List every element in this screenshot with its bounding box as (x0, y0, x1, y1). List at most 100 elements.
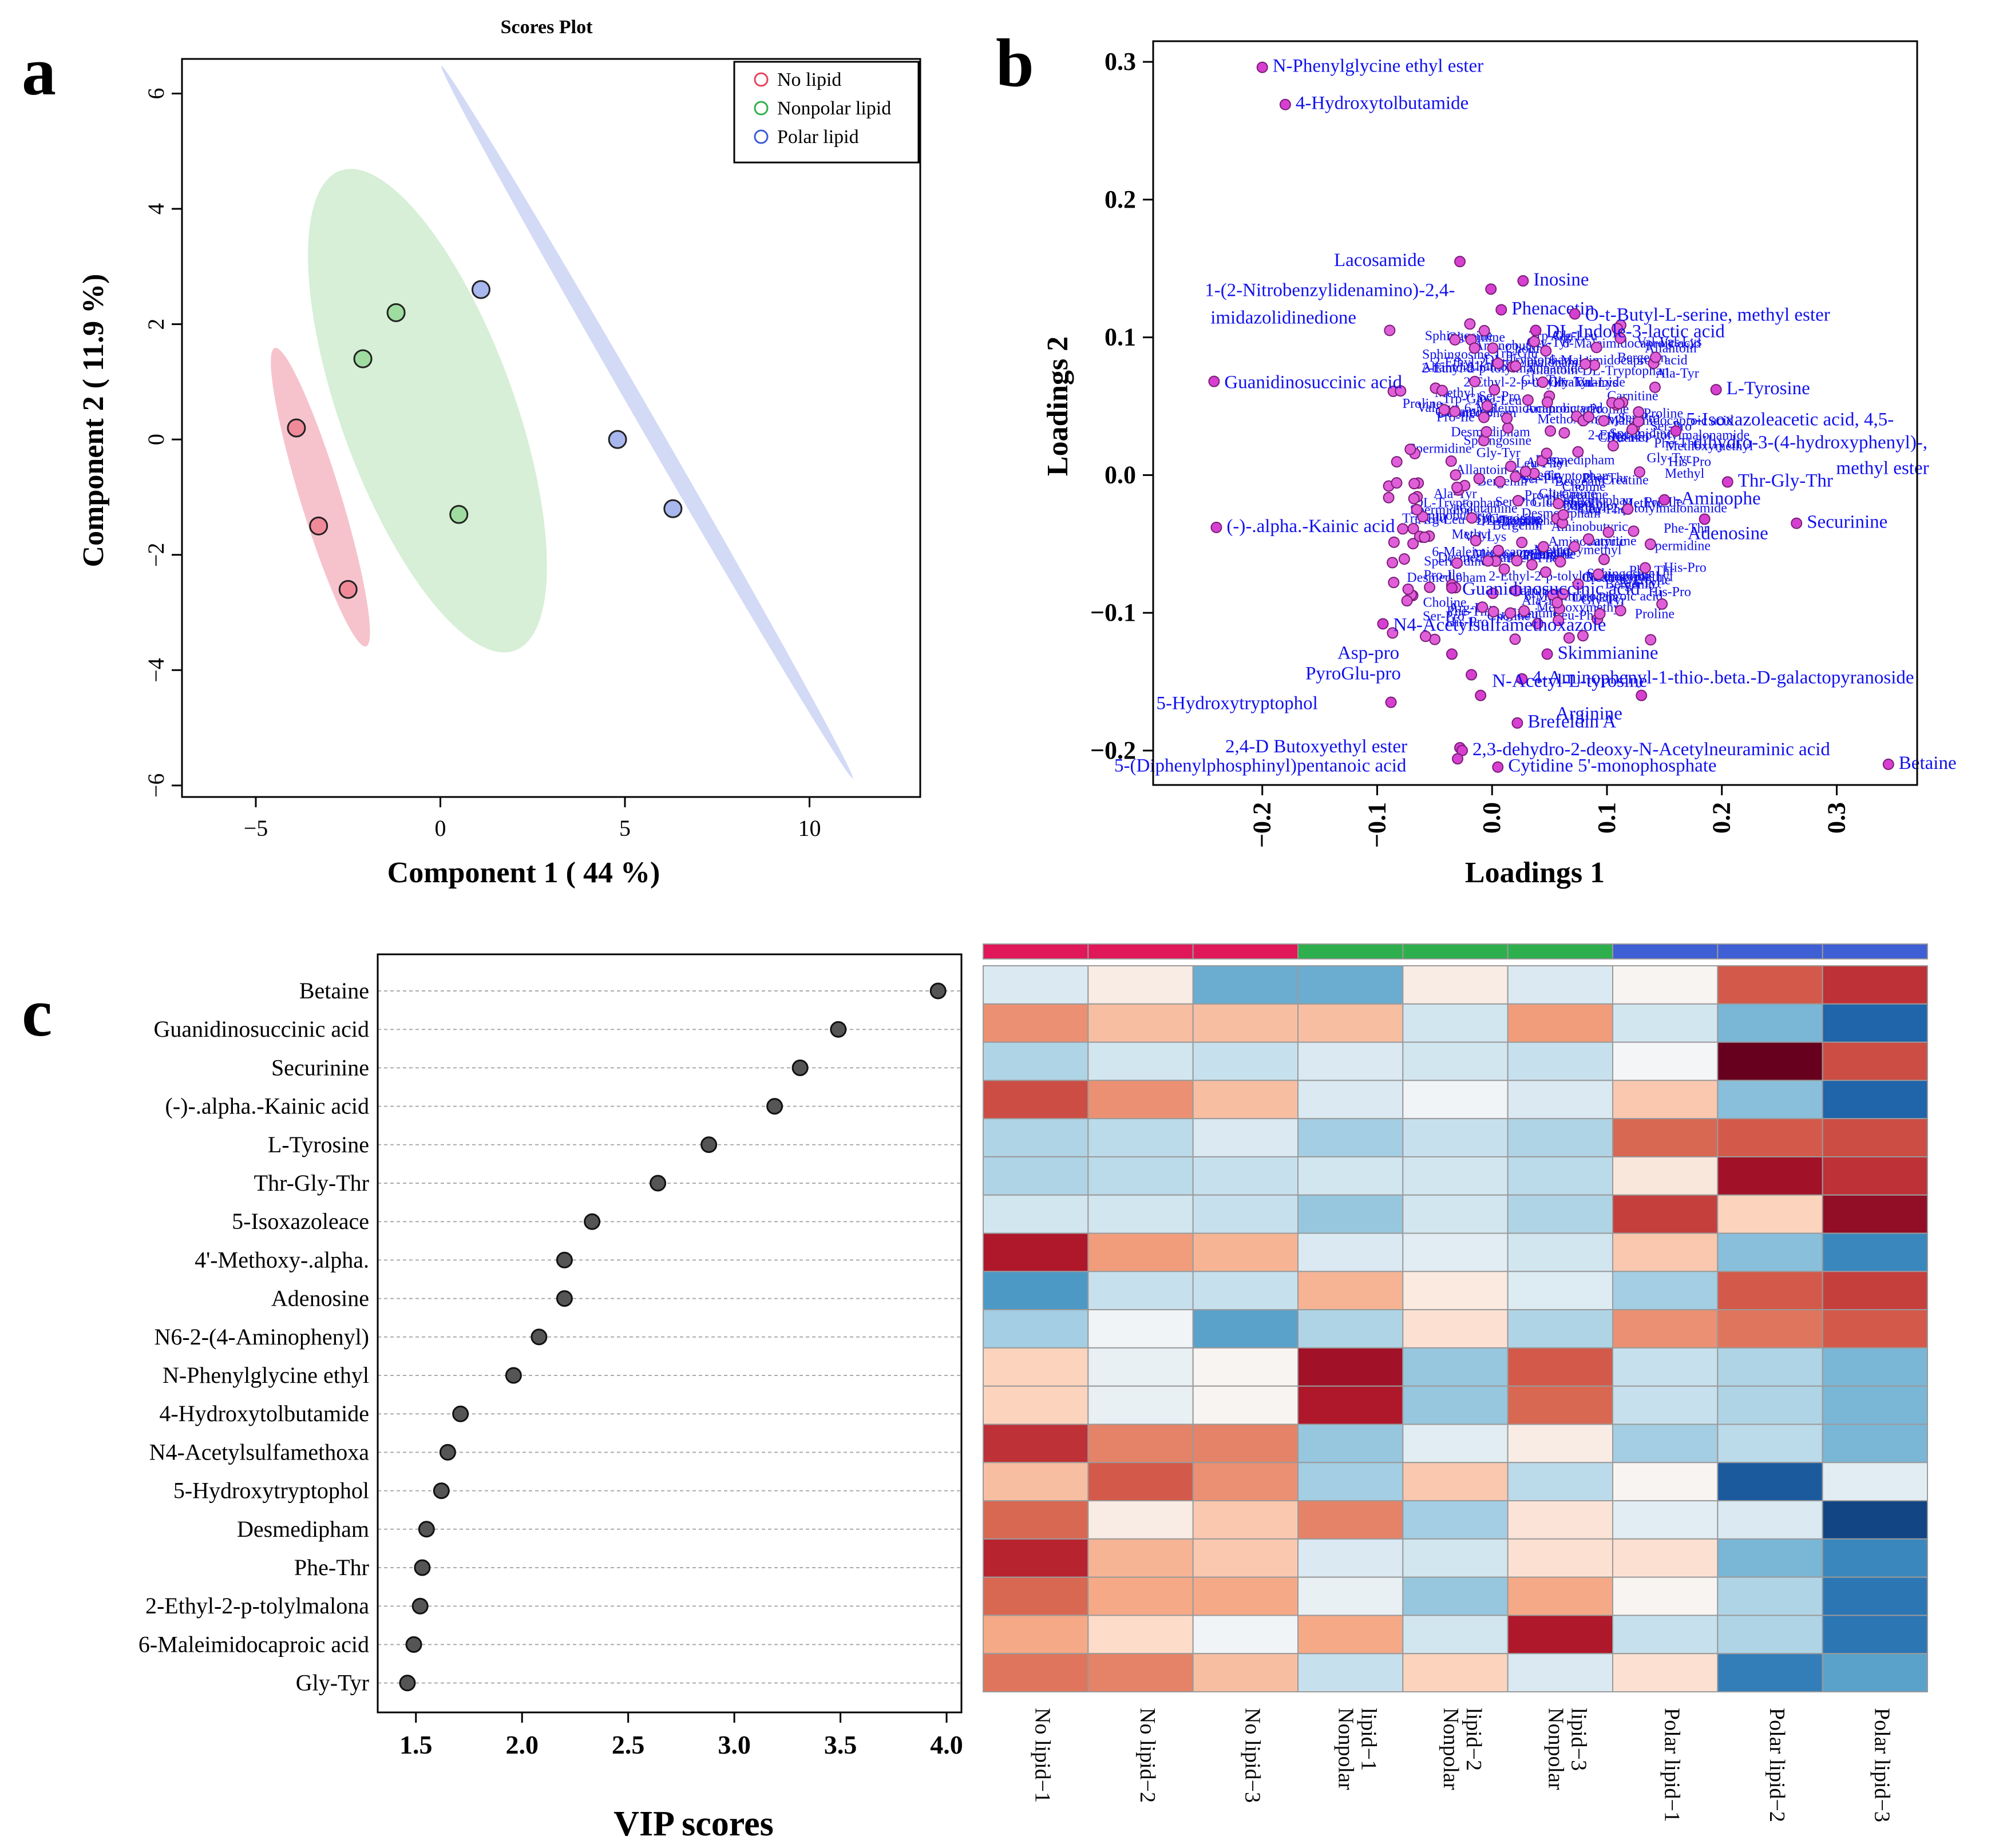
scores-plot-title: Scores Plot (501, 17, 593, 38)
vip-plot: Betaine Guanidinosuccinic acid Securinine (… (138, 953, 963, 1843)
loading-label-small: Allantoin (1526, 363, 1578, 378)
x-tick-label: 1.5 (399, 1730, 433, 1759)
heatmap-cell (1402, 1423, 1509, 1464)
heatmap-column-label: Polar lipid−1 (1660, 1708, 1684, 1822)
loading-label-small: His-Pro (1446, 615, 1489, 630)
panel-letter-c: c (22, 974, 52, 1050)
heatmap-cell (1087, 1194, 1194, 1234)
loading-point (1622, 503, 1634, 515)
loading-label: Betaine (1899, 753, 1957, 774)
heatmap-cell (1822, 1156, 1929, 1196)
loading-label-small: Choline (1423, 596, 1467, 610)
heatmap-cell (1192, 1003, 1299, 1043)
heatmap-cell (1507, 1232, 1614, 1272)
heatmap-cell (1297, 1347, 1404, 1387)
loading-point (1487, 587, 1499, 599)
vip-point (650, 1175, 667, 1192)
loading-point (1511, 717, 1523, 729)
heatmap-cell (1192, 1500, 1299, 1540)
vip-point (929, 982, 947, 1000)
vip-point (556, 1290, 573, 1307)
heatmap-cell (1612, 1423, 1719, 1464)
heatmap-cell (1192, 1194, 1299, 1234)
loading-point (1466, 669, 1478, 681)
loadings-plot: Desmedipham 6-Maleimidocaproic acid DL-Try… (1042, 40, 1957, 889)
loading-point (1407, 538, 1419, 550)
loading-label-small: Pro-Ile (1633, 573, 1671, 588)
x-tick-label: 0.0 (1478, 802, 1506, 834)
loading-label: 5-(Diphenylphosphinyl)pentanoic acid (1114, 755, 1407, 776)
heatmap-cell (1192, 1653, 1299, 1692)
heatmap-cell (1297, 1576, 1404, 1616)
heatmap-cell (1507, 1271, 1614, 1311)
heatmap-cell (1402, 1080, 1509, 1120)
loading-point (1449, 334, 1461, 346)
heatmap-cell (1297, 1080, 1404, 1120)
loading-label-small: His-Pro (1648, 585, 1691, 600)
heatmap-cell (1297, 965, 1404, 1005)
loading-label-small: Creatine (1562, 487, 1608, 502)
vip-point (791, 1059, 809, 1076)
loading-point (1569, 308, 1581, 320)
loading-point (1482, 555, 1494, 567)
score-point (338, 580, 358, 599)
heatmap-cell (1297, 1500, 1404, 1540)
heatmap-cell (1822, 1194, 1929, 1234)
loading-label-small: Spermidine (1647, 538, 1711, 553)
heatmap-cell (1507, 1347, 1614, 1387)
loading-label-small: Val-Lys (1637, 335, 1680, 350)
loading-point (1644, 538, 1656, 550)
loading-point (1530, 324, 1542, 336)
vip-row-label: N6-2-(4-Aminophenyl) (155, 1324, 369, 1350)
loading-point (1481, 426, 1493, 438)
heatmap-cell (1297, 1462, 1404, 1502)
vip-point (414, 1559, 431, 1576)
loading-label: (-)-.alpha.-Kainic acid (1226, 516, 1395, 537)
heatmap-column-label: Polar lipid−3 (1870, 1708, 1894, 1822)
heatmap-cell (983, 1576, 1089, 1616)
heatmap-cell (983, 1041, 1089, 1081)
loading-point (1438, 404, 1450, 416)
loading-point (1614, 332, 1626, 344)
loadings-plot-xlabel: Loadings 1 (1465, 856, 1605, 889)
y-tick-label: −4 (143, 658, 169, 683)
heatmap-cell (1192, 1041, 1299, 1081)
heatmap-column-label: lipid−1 (1357, 1708, 1381, 1771)
heatmap-cell (1822, 1232, 1929, 1272)
loading-label-small: Methyl (1665, 466, 1705, 481)
heatmap-cell (983, 1347, 1089, 1387)
loading-point (1208, 375, 1220, 387)
heatmap-cell (1402, 1538, 1509, 1578)
heatmap-cell (1402, 1271, 1509, 1311)
heatmap-cell (1087, 1538, 1194, 1578)
loading-label: Skimmianine (1558, 643, 1658, 663)
heatmap-cell (1402, 1156, 1509, 1196)
loading-point (1541, 648, 1553, 660)
heatmap-cell (1717, 1615, 1823, 1655)
legend-marker (754, 72, 769, 87)
loading-label: Guanidinosuccinic acid (1462, 579, 1640, 600)
heatmap-cell (1402, 1194, 1509, 1234)
loading-point (1633, 466, 1645, 478)
loading-point (1882, 758, 1894, 770)
loading-point (1590, 342, 1602, 354)
loading-point (1449, 406, 1461, 418)
x-tick-label: 2.5 (612, 1730, 645, 1759)
loading-point (1404, 443, 1416, 455)
loading-label-small: Methyl (1566, 499, 1606, 514)
loading-point (1517, 275, 1529, 287)
vip-point (700, 1136, 718, 1153)
score-point (386, 303, 406, 322)
heatmap-cell (983, 1156, 1089, 1196)
loading-label-small: Bergenin (1492, 518, 1542, 533)
vip-point (556, 1251, 573, 1268)
loading-point (1478, 411, 1490, 423)
vip-point (766, 1098, 783, 1115)
loading-label: Asp-pro (1337, 643, 1399, 663)
loading-label-small: Gly-Tyr (1581, 593, 1625, 608)
loading-point (1558, 427, 1570, 439)
loading-point (1538, 541, 1550, 553)
heatmap-cell (1192, 1271, 1299, 1311)
heatmap-cell (1087, 1462, 1194, 1502)
heatmap-cell (1717, 1538, 1823, 1578)
